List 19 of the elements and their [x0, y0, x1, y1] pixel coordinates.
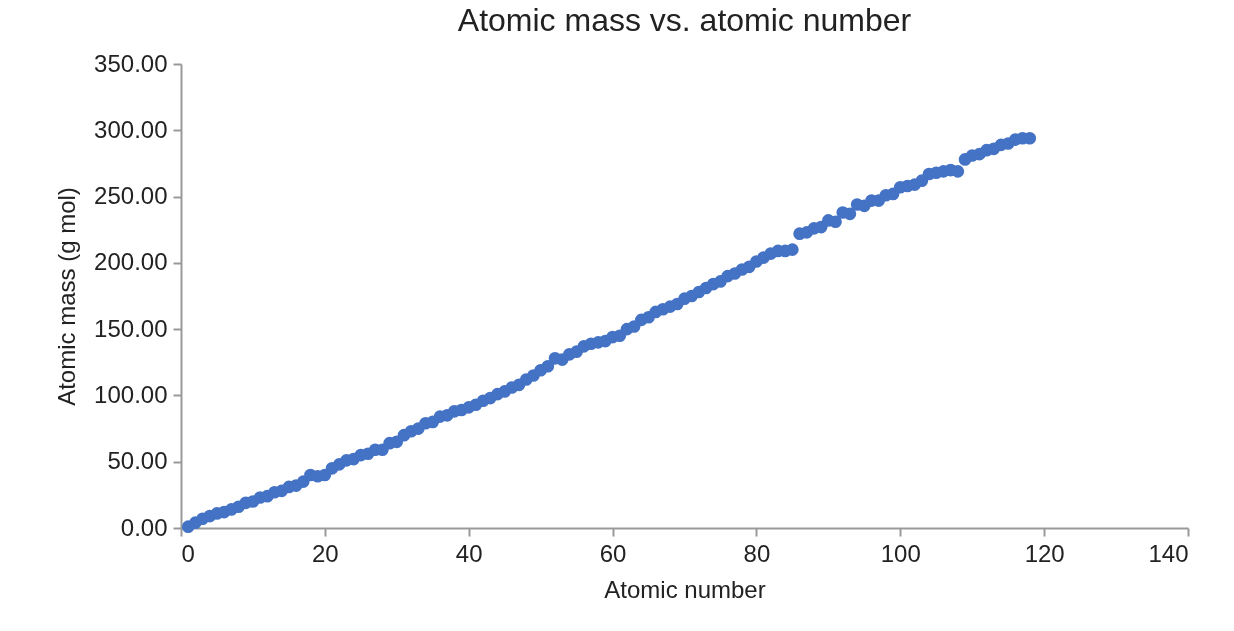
y-tick-label: 250.00: [94, 182, 168, 210]
y-tick-label: 150.00: [94, 314, 168, 342]
y-tick-label: 50.00: [107, 447, 168, 475]
x-axis-title: Atomic number: [604, 575, 766, 603]
y-tick-label: 100.00: [94, 380, 168, 408]
x-tick-label: 0: [181, 539, 195, 567]
x-tick-label: 20: [312, 539, 339, 567]
x-tick-label: 140: [1148, 539, 1189, 567]
chart-title: Atomic mass vs. atomic number: [457, 2, 912, 38]
x-tick-label: 40: [455, 539, 483, 567]
x-tick-label: 100: [880, 539, 921, 567]
x-tick-label: 120: [1024, 539, 1065, 567]
y-tick-label: 350.00: [94, 49, 168, 77]
y-tick-label: 200.00: [94, 248, 168, 276]
y-tick-label: 0.00: [120, 513, 168, 541]
x-tick-label: 60: [599, 539, 627, 567]
y-tick-label: 300.00: [94, 115, 168, 143]
y-axis-title: Atomic mass (g mol): [53, 187, 81, 406]
x-tick-label: 80: [743, 539, 771, 567]
